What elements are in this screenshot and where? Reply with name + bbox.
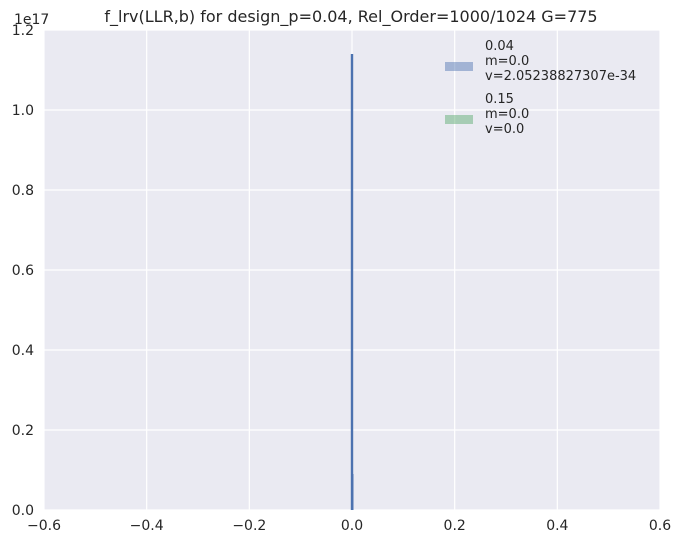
legend-item: 0.15 m=0.0 v=0.0 — [445, 92, 529, 137]
legend-label: v=0.0 — [485, 122, 524, 137]
x-tick-label: −0.6 — [27, 518, 61, 534]
y-tick-label: 1.0 — [12, 103, 34, 119]
legend-label: 0.04 — [485, 39, 514, 54]
y-tick-label: 0.2 — [12, 423, 34, 439]
legend-swatch — [445, 62, 473, 71]
y-offset-label: 1e17 — [14, 12, 49, 28]
legend-label: 0.15 — [485, 92, 514, 107]
x-tick-label: 0.2 — [444, 518, 466, 534]
chart-title: f_lrv(LLR,b) for design_p=0.04, Rel_Orde… — [104, 7, 597, 27]
x-tick-label: −0.2 — [232, 518, 266, 534]
legend: 0.04 m=0.0 v=2.05238827307e-34 0.15 m=0.0… — [445, 39, 636, 137]
legend-label: m=0.0 — [485, 107, 529, 122]
y-axis-ticks: 0.0 0.2 0.4 0.6 0.8 1.0 1.2 — [12, 23, 34, 519]
x-tick-label: −0.4 — [130, 518, 164, 534]
y-tick-label: 0.0 — [12, 503, 34, 519]
histogram-bar — [351, 474, 354, 510]
x-axis-ticks: −0.6 −0.4 −0.2 0.0 0.2 0.4 0.6 — [27, 518, 671, 534]
y-tick-label: 0.6 — [12, 263, 34, 279]
legend-label: v=2.05238827307e-34 — [485, 69, 636, 84]
x-tick-label: 0.0 — [341, 518, 363, 534]
x-tick-label: 0.4 — [546, 518, 568, 534]
x-tick-label: 0.6 — [649, 518, 671, 534]
legend-label: m=0.0 — [485, 54, 529, 69]
y-tick-label: 1.2 — [12, 23, 34, 39]
y-tick-label: 0.8 — [12, 183, 34, 199]
histogram-bar — [350, 54, 354, 510]
histogram-bars — [350, 54, 354, 510]
legend-swatch — [445, 115, 473, 124]
legend-item: 0.04 m=0.0 v=2.05238827307e-34 — [445, 39, 636, 84]
y-tick-label: 0.4 — [12, 343, 34, 359]
